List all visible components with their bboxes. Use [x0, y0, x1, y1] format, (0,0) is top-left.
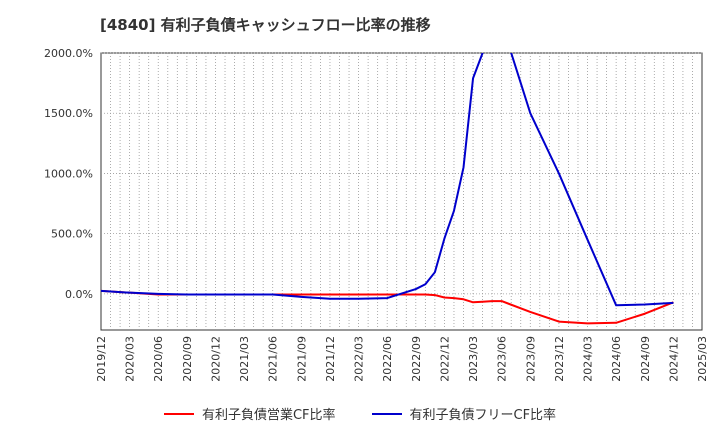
x-tick-label: 2021/12 — [324, 336, 337, 382]
x-tick-label: 2022/12 — [438, 336, 451, 382]
x-tick-label: 2021/03 — [238, 336, 251, 382]
x-tick-label: 2023/09 — [524, 336, 537, 382]
grid-lines — [101, 52, 702, 330]
x-tick-label: 2020/06 — [152, 336, 165, 382]
x-tick-label: 2020/12 — [209, 336, 222, 382]
legend-label-free-cf: 有利子負債フリーCF比率 — [409, 408, 557, 423]
chart-title: [4840] 有利子負債キャッシュフロー比率の推移 — [100, 16, 431, 34]
x-tick-label: 2024/12 — [667, 336, 680, 382]
series-lines — [101, 53, 674, 325]
legend-label-operating-cf: 有利子負債営業CF比率 — [201, 408, 336, 423]
x-tick-label: 2022/06 — [381, 336, 394, 382]
x-tick-label: 2020/03 — [124, 336, 137, 382]
y-tick-label: 500.0% — [51, 228, 93, 241]
x-tick-label: 2023/03 — [467, 336, 480, 382]
legend-swatch-operating-cf — [163, 412, 194, 415]
x-axis: 2019/12 2020/03 2020/06 2020/09 2020/12 2021/… — [95, 336, 709, 382]
x-tick-label: 2024/06 — [610, 336, 623, 382]
x-tick-label: 2023/06 — [496, 336, 509, 382]
x-tick-label: 2025/03 — [696, 336, 709, 382]
y-tick-label: 2000.0% — [44, 47, 93, 60]
x-tick-label: 2024/09 — [639, 336, 652, 382]
x-tick-label: 2019/12 — [95, 336, 108, 382]
series-line-free-cf — [101, 53, 674, 307]
x-tick-label: 2021/06 — [267, 336, 280, 382]
y-tick-label: 0.0% — [65, 288, 93, 301]
x-tick-label: 2022/03 — [353, 336, 366, 382]
x-tick-label: 2022/09 — [410, 336, 423, 382]
y-tick-label: 1500.0% — [44, 107, 93, 120]
legend-swatch-free-cf — [371, 412, 402, 415]
legend-item-operating-cf: 有利子負債営業CF比率 — [163, 404, 336, 423]
y-axis: 0.0% 500.0% 1000.0% 1500.0% 2000.0% — [44, 47, 93, 301]
legend: 有利子負債営業CF比率 有利子負債フリーCF比率 — [0, 404, 720, 423]
x-tick-label: 2024/03 — [582, 336, 595, 382]
x-tick-label: 2021/09 — [295, 336, 308, 382]
x-tick-label: 2020/09 — [181, 336, 194, 382]
y-tick-label: 1000.0% — [44, 167, 93, 180]
plot-area — [100, 52, 703, 331]
legend-item-free-cf: 有利子負債フリーCF比率 — [371, 404, 557, 423]
x-tick-label: 2023/12 — [553, 336, 566, 382]
